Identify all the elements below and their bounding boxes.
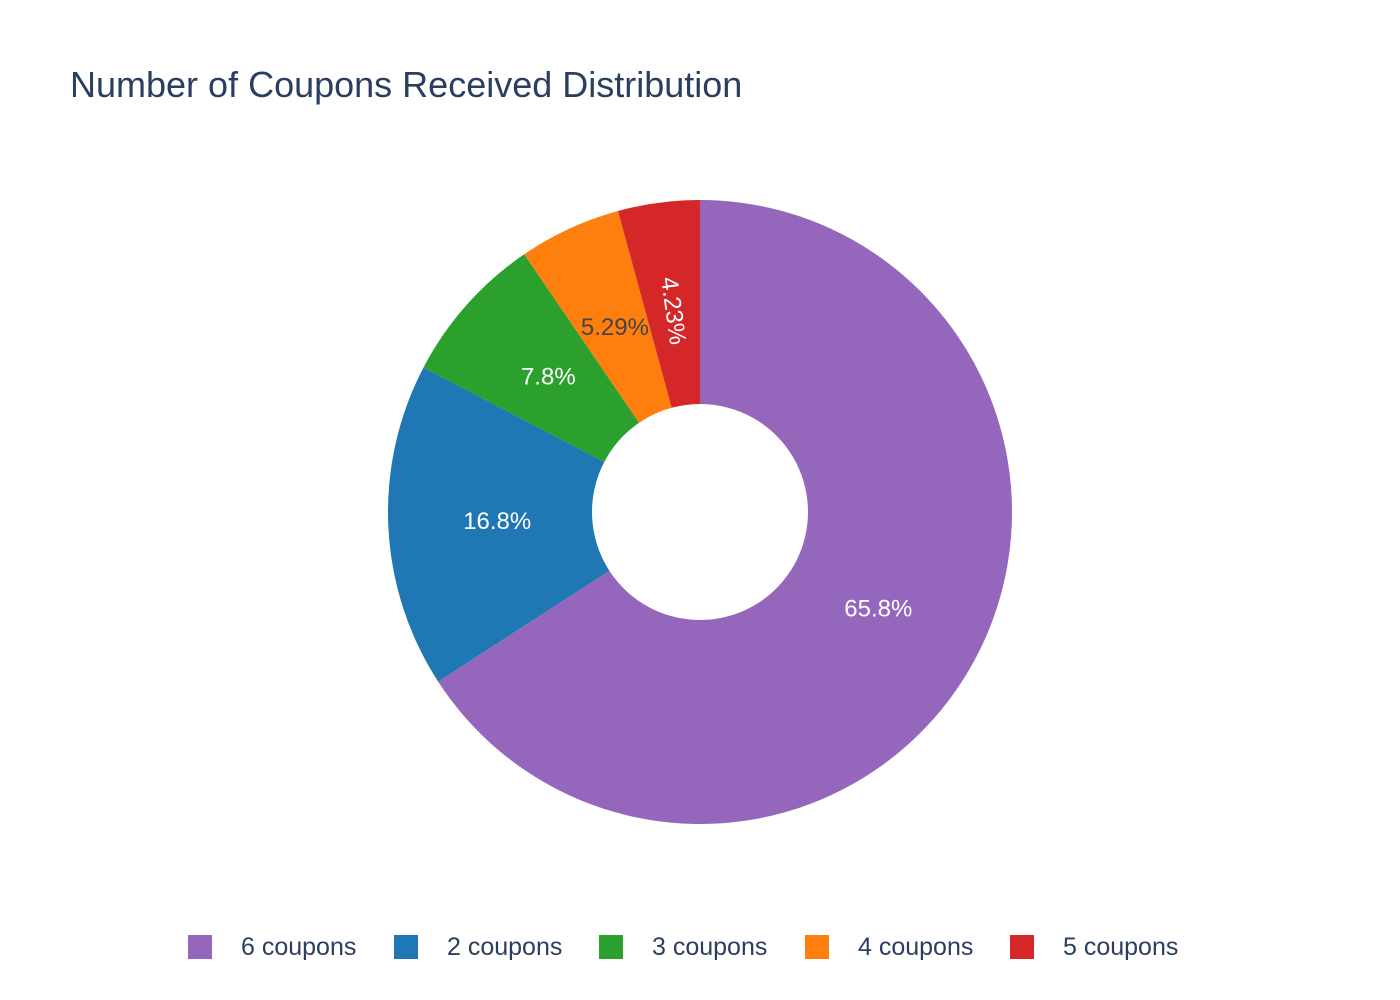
slice-6-coupons[interactable] [438,200,1013,824]
legend-label-4-coupons: 4 coupons [858,932,974,961]
legend-label-5-coupons: 5 coupons [1063,932,1179,961]
legend-item-5-coupons[interactable]: 5 coupons [1010,930,1178,964]
legend-label-6-coupons: 6 coupons [241,932,357,961]
legend-label-3-coupons: 3 coupons [652,932,768,961]
legend-swatch-4-coupons [805,935,829,959]
slice-label-4-coupons: 5.29% [581,314,649,341]
chart-title: Number of Coupons Received Distribution [70,64,743,105]
legend-item-3-coupons[interactable]: 3 coupons [599,930,767,964]
legend-label-2-coupons: 2 coupons [447,932,563,961]
legend-item-4-coupons[interactable]: 4 coupons [805,930,973,964]
slice-3-coupons[interactable] [423,254,640,462]
slice-2-coupons[interactable] [387,367,610,682]
legend-item-6-coupons[interactable]: 6 coupons [188,930,356,964]
legend-swatch-5-coupons [1010,935,1034,959]
slice-label-6-coupons: 65.8% [844,595,912,622]
slice-4-coupons[interactable] [524,210,672,423]
legend-item-2-coupons[interactable]: 2 coupons [394,930,562,964]
legend-swatch-2-coupons [394,935,418,959]
legend-swatch-6-coupons [188,935,212,959]
legend-swatch-3-coupons [599,935,623,959]
slice-label-2-coupons: 16.8% [463,508,531,535]
slice-5-coupons[interactable] [617,200,700,408]
slice-label-3-coupons: 7.8% [521,364,576,391]
